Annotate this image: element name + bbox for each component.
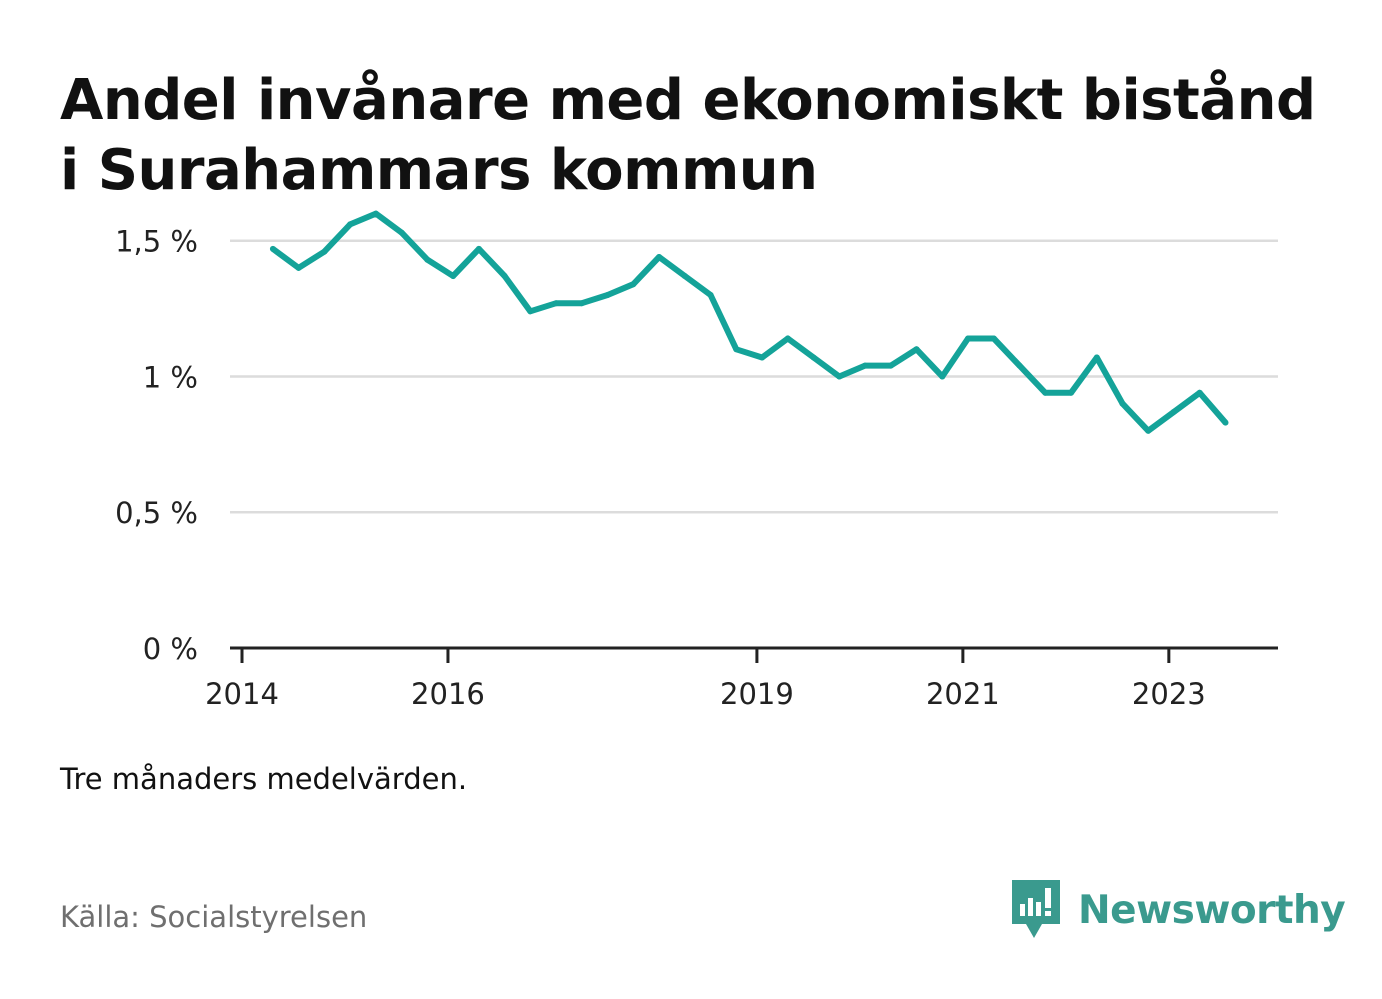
data-point (913, 346, 920, 353)
y-axis-labels: 0 % 0,5 % 1 % 1,5 % (115, 225, 198, 666)
x-tick-label: 2014 (205, 677, 279, 711)
gridlines (230, 239, 1278, 514)
data-point (862, 362, 868, 369)
data-point (269, 245, 276, 252)
data-point (1016, 362, 1023, 369)
data-point (1171, 408, 1177, 415)
data-point (553, 300, 560, 307)
data-point (939, 373, 946, 380)
y-tick-label: 1,5 % (115, 225, 198, 259)
data-point (1119, 400, 1126, 407)
data-point (321, 248, 328, 255)
brand-logo-link: Newsworthy (1012, 880, 1346, 940)
x-axis: 2014 2016 2019 2021 2023 (205, 646, 1278, 711)
chart-note: Tre månaders medelvärden. (60, 762, 468, 796)
data-point (990, 335, 997, 342)
data-point (887, 362, 894, 369)
data-point (1093, 354, 1100, 361)
data-point (784, 335, 791, 342)
data-point (733, 346, 740, 353)
data-point (424, 256, 431, 263)
brand-name: Newsworthy (1078, 887, 1346, 933)
chart-title: Andel invånare med ekonomiskt bistånd i … (60, 68, 1316, 203)
data-point (578, 300, 585, 307)
data-point (1222, 419, 1229, 426)
data-point (1145, 427, 1152, 434)
data-point (681, 273, 688, 279)
data-point (1196, 389, 1203, 396)
x-tick-label: 2021 (926, 677, 1000, 711)
y-tick-label: 1 % (143, 360, 198, 394)
data-point (630, 281, 637, 288)
data-point (1068, 389, 1074, 396)
data-point (295, 264, 302, 271)
data-point (836, 373, 843, 380)
x-tick-label: 2019 (720, 677, 794, 711)
data-point (759, 354, 766, 361)
source-text: Källa: Socialstyrelsen (60, 900, 368, 934)
data-point (656, 254, 663, 260)
data-point (450, 273, 457, 279)
series-group (269, 210, 1229, 434)
x-tick-label: 2016 (411, 677, 485, 711)
data-point (810, 354, 817, 361)
newsworthy-logo-icon (1012, 880, 1060, 938)
data-point (707, 292, 714, 298)
x-tick-label: 2023 (1132, 677, 1206, 711)
data-point (604, 292, 611, 298)
data-point (1042, 389, 1049, 396)
y-tick-label: 0 % (143, 632, 198, 666)
series-line (271, 210, 1228, 434)
data-point (372, 210, 379, 217)
data-point (398, 229, 405, 236)
y-tick-label: 0,5 % (115, 496, 198, 530)
data-point (347, 221, 354, 228)
data-point (501, 273, 508, 279)
data-point (965, 335, 971, 342)
data-point (475, 245, 482, 252)
data-point (527, 308, 534, 315)
